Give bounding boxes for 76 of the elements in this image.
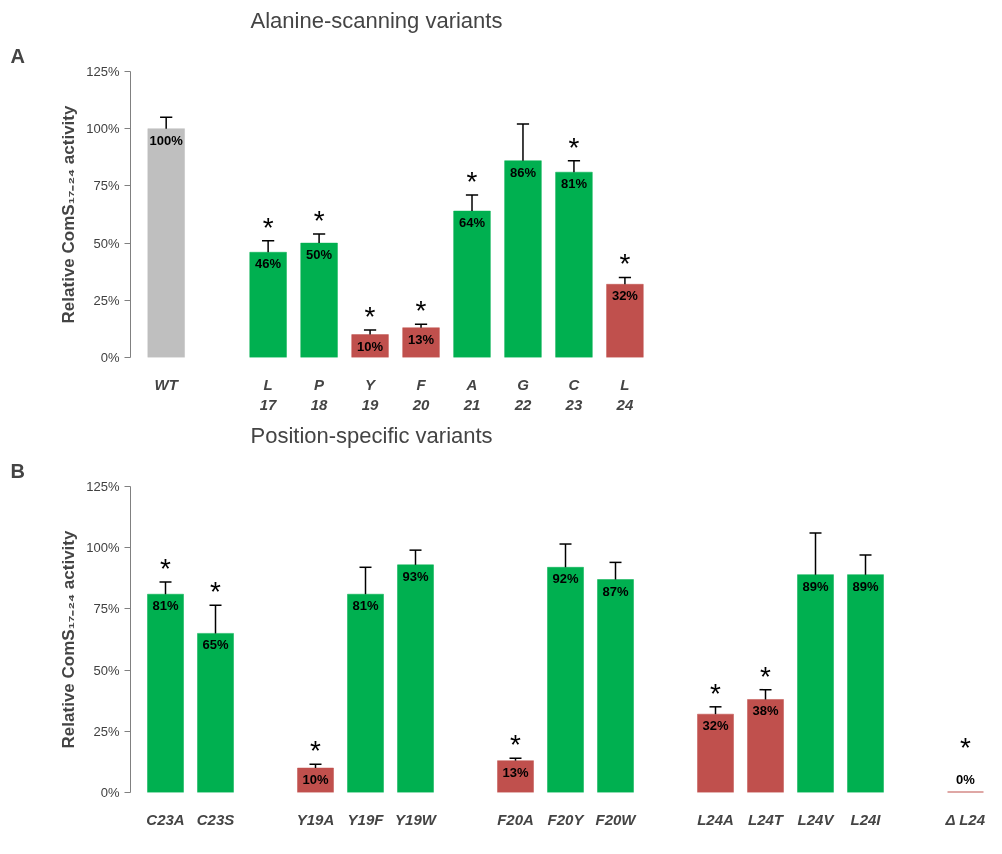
y-tick-label: 100% xyxy=(86,540,120,556)
annotation: * xyxy=(262,211,274,243)
annotation: * xyxy=(310,735,322,767)
x-tick-label: C23S xyxy=(196,810,235,828)
x-tick-label: G 22 xyxy=(513,375,532,413)
data-label: 65% xyxy=(202,637,229,653)
y-tick-label: 25% xyxy=(93,292,120,308)
x-tick-label: Y19 xyxy=(361,375,380,413)
y-tick-label: 0% xyxy=(100,350,120,365)
annotation: * xyxy=(210,576,222,608)
text: A xyxy=(10,44,25,67)
y-tick-label: 100% xyxy=(86,121,120,137)
x-tick-label: L24T xyxy=(748,810,785,828)
annotation: * xyxy=(415,295,427,327)
annotation: * xyxy=(960,731,972,763)
chart-title: Position-specific variants xyxy=(250,422,493,448)
annotation: * xyxy=(760,660,772,692)
y-tick-label: 75% xyxy=(93,601,120,617)
x-tick-label: P 18 xyxy=(310,375,329,413)
x-tick-label: F20W xyxy=(595,810,638,828)
x-tick-label: F 20 xyxy=(411,375,431,413)
data-label: 81% xyxy=(352,598,379,614)
x-tick-label: L24I xyxy=(850,810,882,828)
data-label: 92% xyxy=(552,571,579,587)
data-label: 86% xyxy=(509,164,537,180)
y-tick-label: 75% xyxy=(93,178,120,194)
annotation: * xyxy=(466,166,478,198)
annotation: * xyxy=(510,729,522,761)
annotation: * xyxy=(160,552,172,584)
data-label: 10% xyxy=(357,338,384,354)
text: B xyxy=(10,459,25,482)
x-tick-label: L24V xyxy=(797,810,836,828)
x-tick-label: Y19W xyxy=(395,810,438,828)
annotation: * xyxy=(364,301,376,333)
data-label: 38% xyxy=(752,703,779,719)
data-label: 10% xyxy=(302,772,329,788)
data-label: 100% xyxy=(149,132,184,148)
x-tick-label: F20A xyxy=(497,810,534,828)
data-label: 32% xyxy=(702,718,729,734)
y-axis-title: Relative ComS₁₇₋₂₄ activity xyxy=(59,105,79,324)
x-tick-label: Y19A xyxy=(296,810,335,828)
x-tick-label: Y19F xyxy=(347,810,385,828)
x-tick-label: F20Y xyxy=(547,810,586,828)
data-label: 46% xyxy=(255,256,282,272)
data-label: 93% xyxy=(402,568,429,584)
chart-title: Alanine-scanning variants xyxy=(250,7,503,33)
x-tick-label: L 24 xyxy=(615,375,634,413)
y-tick-label: 50% xyxy=(93,235,120,251)
data-label: 50% xyxy=(306,247,333,263)
data-label: 0% xyxy=(956,771,976,787)
y-tick-label: 25% xyxy=(93,723,120,739)
annotation: * xyxy=(313,204,325,236)
x-tick-label: WT xyxy=(154,375,180,393)
x-tick-label: A 21 xyxy=(462,375,481,413)
data-label: 89% xyxy=(802,578,829,594)
annotation: * xyxy=(568,131,580,163)
data-label: 89% xyxy=(852,578,879,594)
y-tick-label: 0% xyxy=(100,785,120,800)
x-tick-label: C 23 xyxy=(564,375,583,413)
x-tick-label: Δ L24 xyxy=(944,810,986,828)
annotation: * xyxy=(619,248,631,280)
data-label: 32% xyxy=(611,288,639,304)
data-label: 13% xyxy=(408,331,435,347)
y-tick-label: 125% xyxy=(86,64,120,79)
x-tick-label: C23A xyxy=(146,810,185,828)
data-label: 81% xyxy=(560,176,588,192)
y-tick-label: 50% xyxy=(93,662,120,678)
y-tick-label: 125% xyxy=(86,479,120,494)
data-label: 64% xyxy=(459,215,486,231)
data-label: 13% xyxy=(502,764,529,780)
annotation: * xyxy=(710,677,722,709)
data-label: 87% xyxy=(602,583,629,599)
x-tick-label: L 17 xyxy=(259,375,278,413)
y-axis-title: Relative ComS₁₇₋₂₄ activity xyxy=(59,530,79,749)
x-tick-label: L24A xyxy=(697,810,734,828)
data-label: 81% xyxy=(152,598,179,614)
